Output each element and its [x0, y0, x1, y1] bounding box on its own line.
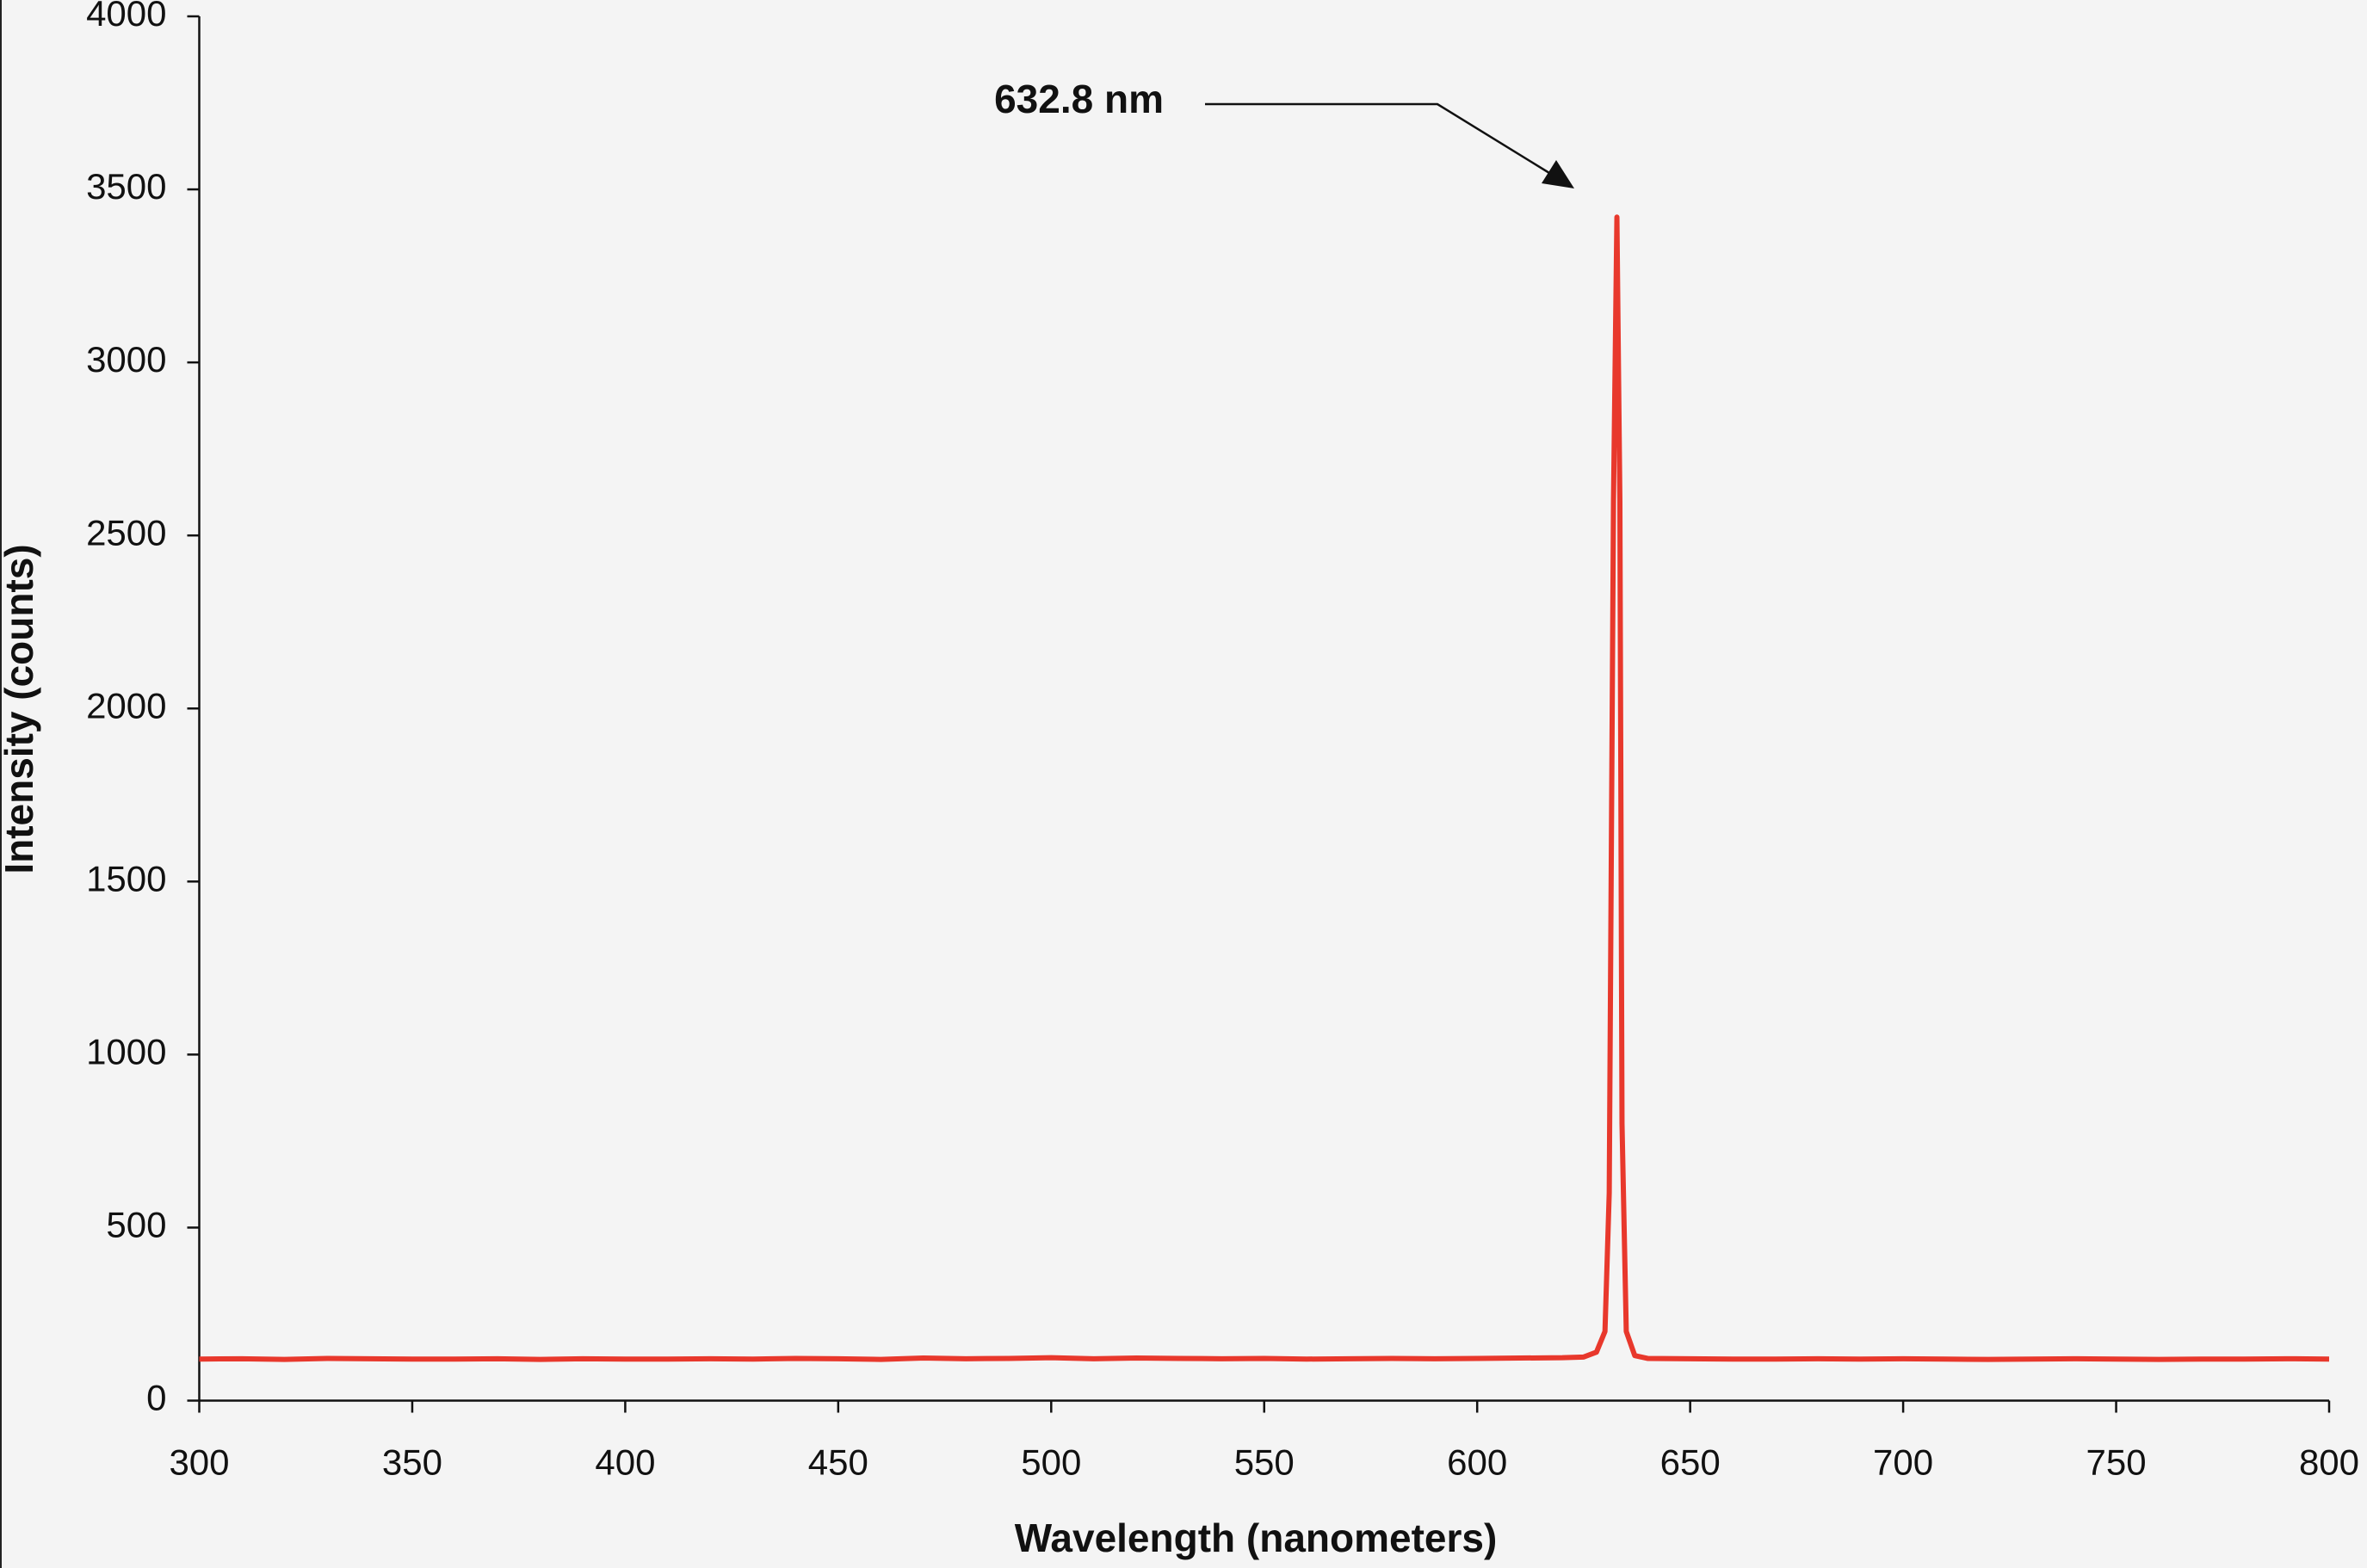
annotation: 632.8 nm: [994, 77, 1164, 121]
y-axis-title: Intensity (counts): [0, 544, 41, 874]
x-tick-label: 400: [595, 1442, 655, 1483]
x-tick-label: 600: [1447, 1442, 1507, 1483]
y-tick-label: 0: [146, 1378, 166, 1418]
y-tick-label: 2500: [86, 512, 166, 553]
x-tick-label: 450: [808, 1442, 868, 1483]
x-axis-title: Wavelength (nanometers): [1015, 1516, 1498, 1560]
spectrum-line: [199, 214, 2330, 1362]
x-tick-label: 350: [382, 1442, 442, 1483]
x-tick-label: 700: [1873, 1442, 1933, 1483]
x-tick-label: 300: [169, 1442, 229, 1483]
y-tick-label: 500: [106, 1205, 166, 1245]
y-tick-label: 4000: [86, 0, 166, 34]
x-tick-label: 500: [1021, 1442, 1081, 1483]
y-tick-label: 3000: [86, 339, 166, 380]
y-tick-label: 1500: [86, 858, 166, 898]
annotation-arrow: [1205, 102, 1550, 175]
x-tick-label: 550: [1234, 1442, 1295, 1483]
x-tick-label: 750: [2086, 1442, 2147, 1483]
x-tick-label: 650: [1660, 1442, 1721, 1483]
arrow-head: [1542, 160, 1574, 188]
y-tick-label: 2000: [86, 685, 166, 725]
y-tick-label: 3500: [86, 166, 166, 207]
x-tick-label: 800: [2299, 1442, 2359, 1483]
y-tick-label: 1000: [86, 1031, 166, 1071]
